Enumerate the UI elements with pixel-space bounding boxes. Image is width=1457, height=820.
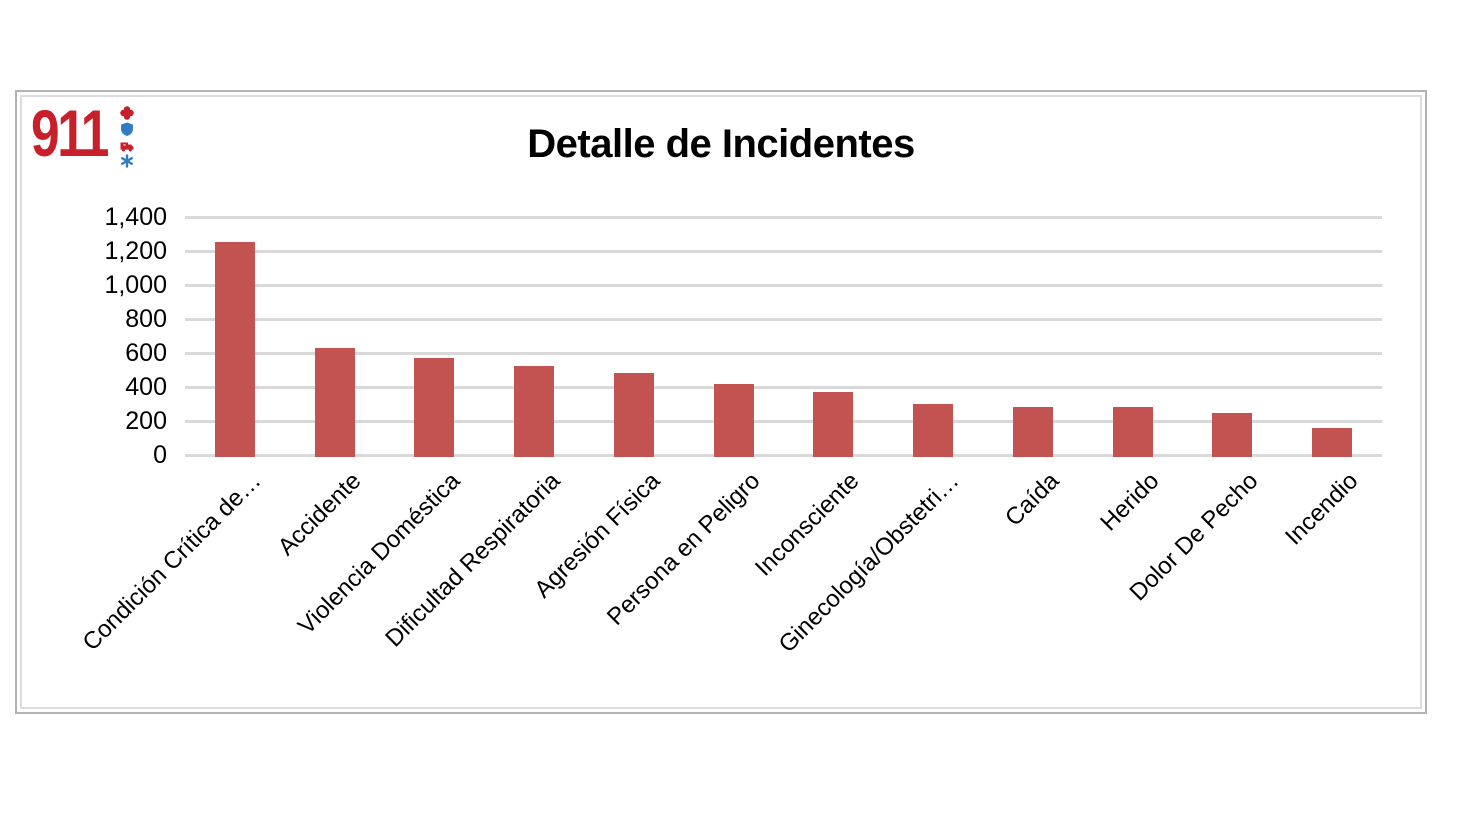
bar (813, 392, 854, 457)
x-axis-category-label: Condición Crítica de… (77, 467, 267, 657)
bar (1012, 407, 1053, 457)
bar (713, 383, 754, 457)
gridline (185, 284, 1382, 287)
y-axis-tick-label: 200 (125, 407, 167, 435)
bar (314, 347, 355, 457)
gridline (185, 216, 1382, 219)
bar (414, 358, 455, 457)
y-axis-tick-label: 1,200 (104, 237, 167, 265)
y-axis-tick-label: 1,400 (104, 203, 167, 231)
bar (514, 365, 555, 457)
bar (913, 404, 954, 457)
y-axis-tick-label: 600 (125, 339, 167, 367)
bar (1112, 407, 1153, 457)
gridline (185, 420, 1382, 423)
chart-frame: 911 (15, 90, 1427, 714)
gridline (185, 454, 1382, 457)
logo-icon-column (120, 106, 135, 168)
gridline (185, 386, 1382, 389)
shield-icon (121, 122, 134, 136)
y-axis-tick-label: 800 (125, 305, 167, 333)
star-of-life-icon (121, 154, 134, 168)
gridline (185, 352, 1382, 355)
gridline (185, 318, 1382, 321)
bar (1312, 427, 1353, 457)
bar (613, 373, 654, 457)
logo-911-text: 911 (31, 96, 109, 170)
y-axis-tick-label: 400 (125, 373, 167, 401)
ambulance-icon (121, 142, 134, 152)
bar (214, 241, 255, 457)
chart-title: Detalle de Incidentes (527, 122, 915, 166)
y-axis-tick-label: 0 (153, 441, 167, 469)
y-axis-tick-label: 1,000 (104, 271, 167, 299)
logo-911: 911 (31, 96, 135, 170)
gridline (185, 250, 1382, 253)
bar (1212, 412, 1253, 457)
medic-cross-icon (120, 106, 135, 120)
